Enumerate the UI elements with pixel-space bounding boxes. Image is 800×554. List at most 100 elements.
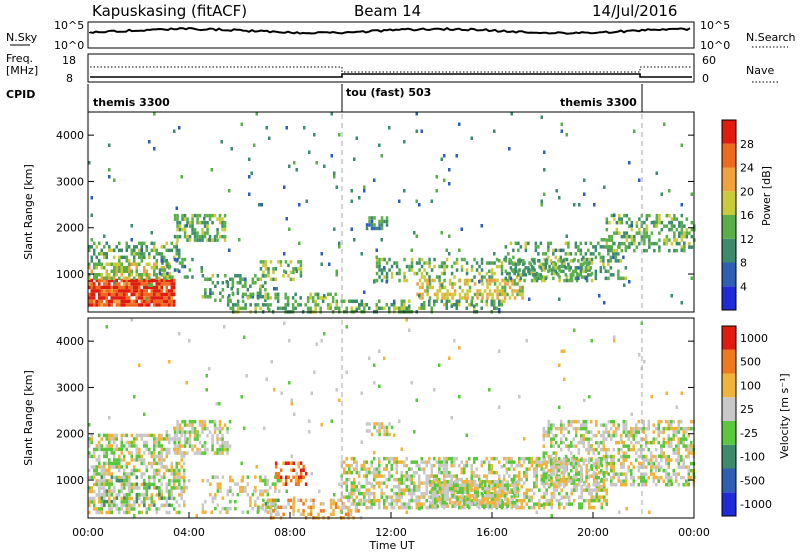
heatmap-cell-1499 <box>503 474 506 478</box>
heatmap-cell-2711 <box>240 395 243 399</box>
heatmap-cell-1055 <box>500 271 504 276</box>
heatmap-cell-1334 <box>527 266 530 270</box>
heatmap-cell-2656 <box>373 425 376 430</box>
heatmap-cell-2287 <box>605 426 608 431</box>
heatmap-cell-1421 <box>475 502 478 506</box>
heatmap-cell-100 <box>123 278 126 283</box>
heatmap-cell-879 <box>433 299 436 303</box>
nsky-tick-top: 10^5 <box>54 19 84 32</box>
heatmap-cell-2498 <box>657 440 660 445</box>
heatmap-cell-1295 <box>521 296 524 300</box>
heatmap-cell-1709 <box>125 248 128 252</box>
heatmap-cell-199 <box>155 289 158 293</box>
heatmap-cell-478 <box>183 227 187 232</box>
heatmap-cell-1988 <box>493 487 497 491</box>
heatmap-cell-65 <box>110 285 113 290</box>
heatmap-cell-1767 <box>303 126 306 130</box>
heatmap-cell-1926 <box>466 483 469 487</box>
heatmap-cell-956 <box>403 271 406 276</box>
heatmap-cell-1399 <box>567 266 570 270</box>
heatmap-cell-1700 <box>90 238 93 242</box>
heatmap-cell-535 <box>213 238 217 242</box>
heatmap-cell-2366 <box>625 426 628 431</box>
heatmap-cell-2394 <box>630 482 633 487</box>
heatmap-cell-299 <box>118 276 121 280</box>
heatmap-cell-2477 <box>652 440 655 445</box>
heatmap-cell-2205 <box>582 419 585 424</box>
heatmap-cell-1828 <box>435 189 438 193</box>
heatmap-cell-2721 <box>270 360 273 364</box>
heatmap-cell-221 <box>128 496 131 501</box>
heatmap-cell-1844 <box>428 504 432 508</box>
heatmap-cell-1794 <box>355 308 358 312</box>
heatmap-cell-1930 <box>466 497 469 501</box>
heatmap-cell-934 <box>380 271 384 276</box>
heatmap-cell-475 <box>183 468 186 473</box>
heatmap-cell-2694 <box>178 332 181 336</box>
heatmap-cell-525 <box>128 482 131 486</box>
heatmap-cell-2590 <box>680 419 683 424</box>
heatmap-cell-1015 <box>460 268 464 272</box>
heatmap-cell-239 <box>168 299 171 304</box>
heatmap-cell-28 <box>98 282 101 286</box>
heatmap-cell-1257 <box>496 289 499 293</box>
heatmap-cell-2448 <box>645 433 648 438</box>
heatmap-cell-1887 <box>446 490 449 494</box>
heatmap-cell-234 <box>168 278 171 283</box>
heatmap-cell-1699 <box>90 213 93 217</box>
heatmap-cell-1958 <box>481 494 484 498</box>
heatmap-cell-614 <box>231 281 235 285</box>
heatmap-cell-566 <box>168 271 172 276</box>
heatmap-cell-1287 <box>438 460 441 464</box>
heatmap-cell-2540 <box>667 461 670 466</box>
heatmap-cell-1637 <box>545 488 548 492</box>
heatmap-cell-955 <box>403 257 406 262</box>
heatmap-cell-198 <box>155 285 158 290</box>
heatmap-cell-1319 <box>445 460 448 464</box>
heatmap-cell-375 <box>103 245 106 249</box>
heatmap-cell-1323 <box>445 474 448 478</box>
heatmap-cell-2151 <box>567 447 570 452</box>
heatmap-cell-562 <box>166 264 169 269</box>
heatmap-cell-1600 <box>658 213 661 218</box>
heatmap-cell-1852 <box>433 483 437 487</box>
heatmap-cell-2537 <box>667 444 670 448</box>
heatmap-cell-279 <box>140 472 143 476</box>
heatmap-cell-1820 <box>415 199 418 203</box>
heatmap-cell-2737 <box>295 475 298 479</box>
heatmap-cell-2141 <box>565 454 568 459</box>
heatmap-cell-295 <box>145 433 148 438</box>
heatmap-cell-2060 <box>542 482 545 487</box>
heatmap-cell-147 <box>138 285 141 290</box>
heatmap-cell-1599 <box>535 456 538 461</box>
heatmap-cell-1034 <box>480 278 484 283</box>
heatmap-cell-1580 <box>645 231 649 235</box>
heatmap-cell-1326 <box>522 269 525 274</box>
heatmap-cell-2293 <box>605 458 608 462</box>
heatmap-cell-309 <box>148 447 151 452</box>
heatmap-cell-1453 <box>599 255 603 260</box>
heatmap-cell-2194 <box>580 423 583 427</box>
heatmap-cell-943 <box>347 509 350 513</box>
heatmap-cell-2458 <box>647 419 650 424</box>
heatmap-cell-606 <box>221 288 225 292</box>
nave-label: Nave <box>746 64 774 77</box>
heatmap-cell-1014 <box>460 264 464 269</box>
heatmap-cell-328 <box>150 503 153 508</box>
heatmap-cell-1869 <box>565 234 568 238</box>
heatmap-cell-1882 <box>613 213 616 217</box>
heatmap-cell-1056 <box>503 257 506 262</box>
heatmap-cell-1414 <box>577 245 580 249</box>
heatmap-cell-161 <box>118 461 121 466</box>
heatmap-cell-2561 <box>672 447 675 452</box>
heatmap-cell-712 <box>211 475 215 479</box>
heatmap-cell-615 <box>188 440 192 445</box>
heatmap-cell-2524 <box>665 454 668 459</box>
heatmap-cell-1207 <box>415 460 418 464</box>
heatmap-cell-2582 <box>677 447 680 452</box>
heatmap-cell-120 <box>110 433 113 438</box>
heatmap-cell-308 <box>125 269 128 273</box>
colorbar-frame <box>721 325 737 517</box>
heatmap-cell-1371 <box>460 498 463 503</box>
heatmap-cell-1861 <box>543 168 546 172</box>
